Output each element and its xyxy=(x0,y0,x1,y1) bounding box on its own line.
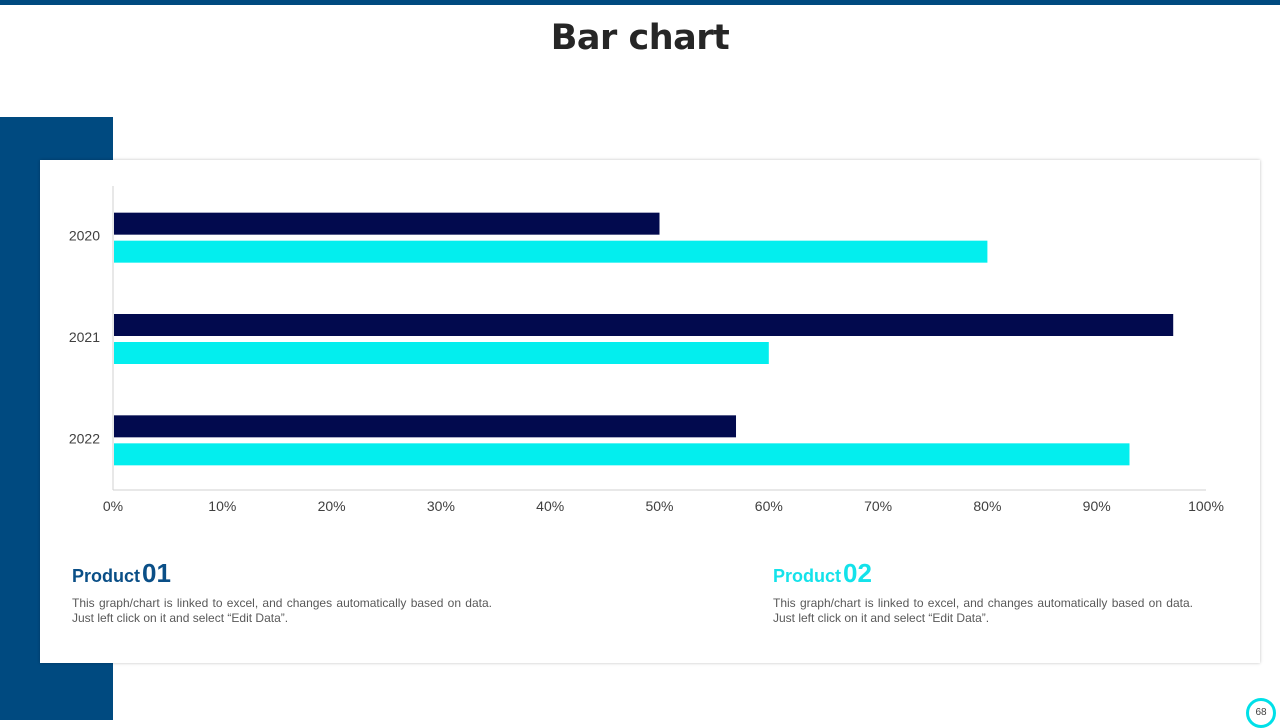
bar-series-2-2021[interactable] xyxy=(114,342,769,364)
bar-series-2-2020[interactable] xyxy=(114,240,988,263)
x-tick-label: 10% xyxy=(208,498,236,514)
x-tick-label: 70% xyxy=(864,498,892,514)
product-01-block: Product01 This graph/chart is linked to … xyxy=(72,560,492,626)
product-02-number: 02 xyxy=(843,558,872,588)
x-tick-label: 0% xyxy=(103,498,123,514)
x-tick-label: 20% xyxy=(318,498,346,514)
x-tick-label: 80% xyxy=(973,498,1001,514)
chart-card: 2020 2021 2022 0% 10% 20% 30% 40% 50% 60% 70% 80% 90… xyxy=(40,160,1260,663)
x-tick-label: 50% xyxy=(645,498,673,514)
page-number-badge: 68 xyxy=(1246,698,1276,728)
x-tick-label: 60% xyxy=(755,498,783,514)
x-tick-label: 30% xyxy=(427,498,455,514)
x-tick-label: 100% xyxy=(1188,498,1224,514)
x-tick-label: 90% xyxy=(1083,498,1111,514)
y-tick-label-2020: 2020 xyxy=(69,228,100,244)
bar-series-1-2020[interactable] xyxy=(114,212,660,235)
bar-series-2-2022[interactable] xyxy=(114,443,1130,466)
y-tick-label-2021: 2021 xyxy=(69,329,100,345)
page-title: Bar chart xyxy=(550,18,730,58)
product-02-label: Product xyxy=(773,566,842,586)
product-02-title: Product02 xyxy=(773,560,1193,586)
bar-chart[interactable]: 2020 2021 2022 0% 10% 20% 30% 40% 50% 60% 70% 80% 90… xyxy=(40,160,1260,540)
page-number: 68 xyxy=(1255,707,1267,718)
x-tick-label: 40% xyxy=(536,498,564,514)
bar-series-1-2021[interactable] xyxy=(114,314,1174,336)
product-01-number: 01 xyxy=(142,558,171,588)
y-tick-label-2022: 2022 xyxy=(69,430,100,446)
product-02-block: Product02 This graph/chart is linked to … xyxy=(773,560,1193,626)
product-02-description: This graph/chart is linked to excel, and… xyxy=(773,596,1193,625)
top-accent-bar xyxy=(0,0,1280,5)
product-01-title: Product01 xyxy=(72,560,492,586)
product-01-description: This graph/chart is linked to excel, and… xyxy=(72,596,492,625)
bar-series-1-2022[interactable] xyxy=(114,415,737,438)
product-01-label: Product xyxy=(72,566,141,586)
